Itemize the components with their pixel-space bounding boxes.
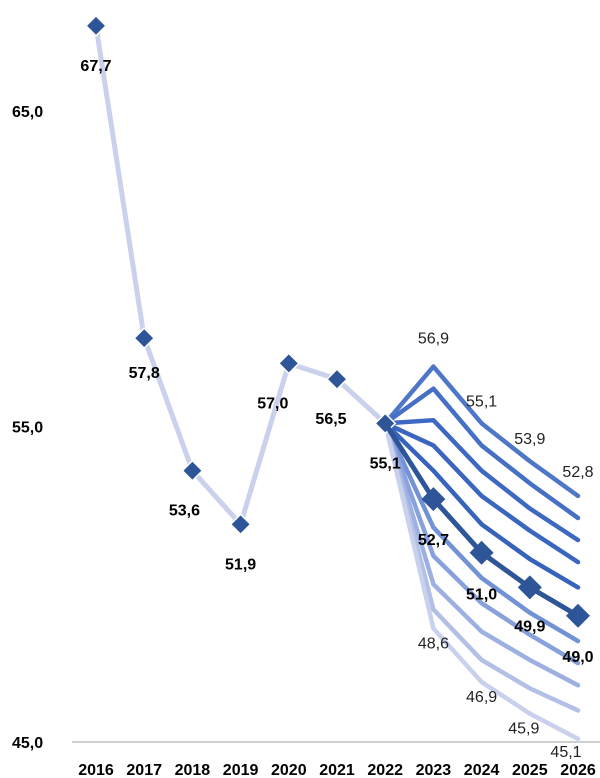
fan-upper-line-2 — [382, 386, 581, 521]
central-marker — [469, 540, 494, 565]
history-line-outline — [92, 25, 388, 529]
central-data-label: 52,7 — [418, 532, 449, 549]
history-data-label: 57,8 — [129, 365, 160, 382]
history-data-label: 57,0 — [257, 395, 288, 412]
history-marker — [325, 368, 349, 391]
x-axis-tick-label: 2023 — [416, 762, 452, 778]
fan-lower-line-5 — [382, 421, 581, 742]
fan-lower-line-2 — [382, 421, 581, 666]
x-axis-tick-label: 2021 — [319, 762, 355, 778]
history-data-label: 67,7 — [80, 58, 111, 75]
x-axis-tick-label: 2026 — [560, 762, 596, 778]
fan-upper-line-5 — [382, 421, 581, 590]
history-marker — [277, 352, 300, 375]
fan-lower-label: 46,9 — [466, 689, 497, 706]
y-axis-tick-label: 45,0 — [12, 735, 43, 752]
fan-lower-line-3 — [382, 421, 581, 688]
fan-upper-line-1 — [382, 364, 581, 499]
x-axis-tick-label: 2019 — [223, 762, 259, 778]
history-data-label: 53,6 — [169, 503, 200, 520]
central-marker — [566, 603, 590, 628]
history-line — [93, 25, 387, 527]
central-data-label: 49,0 — [562, 649, 593, 666]
fan-upper-label: 52,8 — [562, 464, 593, 481]
x-axis-tick-label: 2025 — [512, 762, 548, 778]
x-axis-tick-label: 2017 — [126, 762, 162, 778]
history-data-label: 55,1 — [370, 455, 401, 472]
fan-upper-label: 53,9 — [514, 431, 545, 448]
history-data-label: 56,5 — [315, 411, 346, 428]
fan-lower-line-4 — [382, 421, 581, 713]
x-axis-tick-label: 2018 — [175, 762, 211, 778]
central-data-label: 49,9 — [514, 618, 545, 635]
central-marker — [421, 487, 446, 512]
fan-upper-line-3 — [382, 417, 581, 543]
history-data-label: 51,9 — [225, 556, 256, 573]
x-axis-tick-label: 2016 — [78, 762, 114, 778]
x-axis-tick-label: 2024 — [464, 762, 500, 778]
fan-upper-label: 56,9 — [418, 331, 449, 348]
y-axis-tick-label: 55,0 — [12, 420, 43, 437]
fan-lower-label: 48,6 — [418, 635, 449, 652]
fan-upper-line-4 — [382, 421, 581, 565]
fan-lower-label: 45,1 — [550, 744, 581, 761]
central-data-label: 51,0 — [466, 587, 497, 604]
central-marker — [517, 575, 542, 600]
fan-upper-label: 55,1 — [466, 393, 497, 410]
history-marker — [84, 14, 108, 37]
history-marker — [133, 327, 156, 350]
y-axis-tick-label: 65,0 — [12, 104, 43, 121]
fan-lower-label: 45,9 — [508, 721, 539, 738]
history-marker — [181, 459, 204, 482]
x-axis-tick-label: 2022 — [367, 762, 403, 778]
x-axis-tick-label: 2020 — [271, 762, 307, 778]
fan-lower-line-1 — [382, 421, 581, 644]
history-marker — [229, 513, 252, 536]
